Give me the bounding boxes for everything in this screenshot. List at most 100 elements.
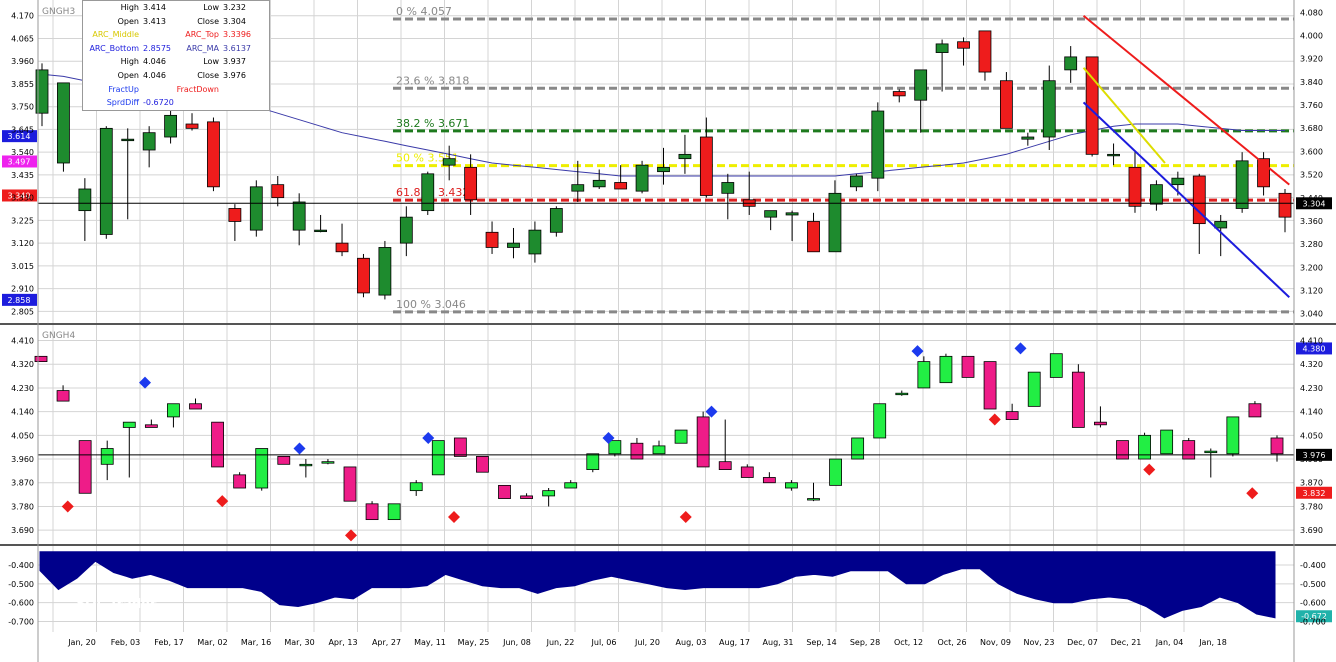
- y-tick-label-right: 3.920: [1300, 55, 1323, 64]
- candle: [255, 448, 269, 491]
- fractal-down-marker: [61, 500, 74, 513]
- candle-body: [696, 416, 710, 468]
- candle-body: [1235, 160, 1249, 209]
- candle-body: [828, 192, 842, 253]
- candle: [1021, 132, 1035, 146]
- candle-body: [718, 461, 732, 470]
- data-window-label: Low: [203, 3, 219, 12]
- candle: [1042, 65, 1056, 151]
- data-window-label: Open: [117, 16, 139, 26]
- candle: [100, 440, 114, 481]
- fractal-up-marker: [422, 431, 435, 444]
- y-tick-label-left: 4.170: [11, 12, 34, 21]
- y-tick-label-right: 3.280: [1300, 240, 1323, 249]
- trend-line: [1082, 14, 1290, 186]
- data-window-value: 3.937: [223, 57, 246, 67]
- fractal-down-marker: [345, 529, 357, 542]
- fractal-down-marker: [448, 510, 460, 523]
- candle: [1128, 152, 1142, 213]
- y-tick-label-right: -0.400: [1300, 561, 1326, 570]
- candle-body: [652, 445, 666, 455]
- candle: [849, 173, 863, 192]
- last-price-marker-bg: [1296, 197, 1332, 210]
- y-tick-label-right: 3.520: [1300, 171, 1323, 180]
- candle-body: [387, 503, 401, 521]
- candle: [249, 180, 263, 237]
- candle-body: [277, 456, 291, 465]
- candle-body: [343, 466, 357, 502]
- candle-body: [999, 80, 1013, 129]
- data-window-value: 3.3396: [223, 30, 251, 40]
- data-window-row: High 3.414 Low 3.232: [83, 1, 269, 15]
- candle-body: [57, 82, 70, 164]
- data-window-value: 3.976: [223, 70, 246, 80]
- candle: [271, 175, 285, 207]
- data-window-value: 3.413: [143, 16, 166, 26]
- candle-body: [292, 201, 306, 231]
- candle-body: [1270, 437, 1284, 455]
- y-tick-label-right: 4.080: [1300, 8, 1323, 17]
- right-value-marker-bg: [1296, 486, 1332, 499]
- candle: [99, 126, 113, 239]
- data-window-value: 3.6137: [223, 43, 251, 53]
- x-tick-label: Jun, 22: [546, 638, 575, 647]
- candle-body: [321, 461, 335, 464]
- candle-body: [983, 361, 997, 410]
- candle-body: [498, 484, 511, 499]
- candle-body: [592, 179, 606, 188]
- candle: [742, 171, 756, 215]
- candle-body: [399, 216, 413, 244]
- x-tick-label: Dec, 07: [1067, 638, 1098, 647]
- sol-trader-label: SOL Trader: [76, 597, 157, 612]
- candle: [299, 459, 313, 478]
- candle-body: [164, 114, 177, 138]
- candle: [144, 419, 158, 428]
- candle: [762, 472, 776, 484]
- candle-body: [564, 482, 578, 489]
- candle-body: [699, 136, 713, 196]
- fib-level-label: 23.6 % 3.818: [396, 74, 469, 87]
- candle: [34, 355, 48, 363]
- candle: [1071, 364, 1085, 428]
- candle: [657, 147, 670, 185]
- candle-body: [674, 429, 688, 444]
- last-spread-marker: -0.672: [1301, 612, 1327, 621]
- candle-body: [871, 110, 885, 179]
- candle: [520, 493, 533, 499]
- left-value-marker: 3.497: [8, 157, 31, 166]
- candle: [399, 206, 413, 257]
- y-tick-label-left: 4.410: [11, 337, 34, 346]
- y-tick-label-left: -0.500: [8, 580, 34, 589]
- candle: [939, 353, 953, 384]
- candle-body: [409, 482, 423, 492]
- candle: [851, 437, 865, 460]
- candle-body: [1171, 177, 1185, 186]
- candle-body: [1094, 421, 1107, 426]
- candle-body: [571, 184, 585, 192]
- data-window-value: 4.046: [143, 57, 166, 67]
- x-tick-label: Aug, 17: [719, 638, 750, 647]
- candle: [635, 160, 649, 194]
- y-tick-label-left: 3.540: [11, 148, 34, 157]
- candle-body: [1116, 440, 1129, 460]
- candle-body: [1071, 371, 1085, 428]
- candle: [1192, 173, 1206, 254]
- fib-level-label: 38.2 % 3.671: [396, 117, 469, 130]
- data-window-row: ARC_Bottom 2.8575 ARC_MA 3.6137: [83, 42, 269, 56]
- candle-body: [678, 153, 692, 160]
- y-tick-label-right: 4.320: [1300, 360, 1323, 369]
- y-tick-label-left: -0.600: [8, 599, 34, 608]
- y-tick-label-left: 2.805: [11, 307, 34, 316]
- candle: [431, 440, 445, 476]
- candle-body: [314, 229, 328, 233]
- data-window-label: FractUp: [108, 84, 139, 94]
- candle: [914, 69, 928, 133]
- x-tick-label: Jan, 20: [67, 638, 96, 647]
- candle: [335, 223, 349, 257]
- y-tick-label-left: 4.050: [11, 431, 34, 440]
- data-window-row: High 4.046 Low 3.937: [83, 55, 269, 69]
- candle: [630, 437, 644, 460]
- x-tick-label: Jul, 20: [634, 638, 660, 647]
- candle-body: [207, 121, 220, 188]
